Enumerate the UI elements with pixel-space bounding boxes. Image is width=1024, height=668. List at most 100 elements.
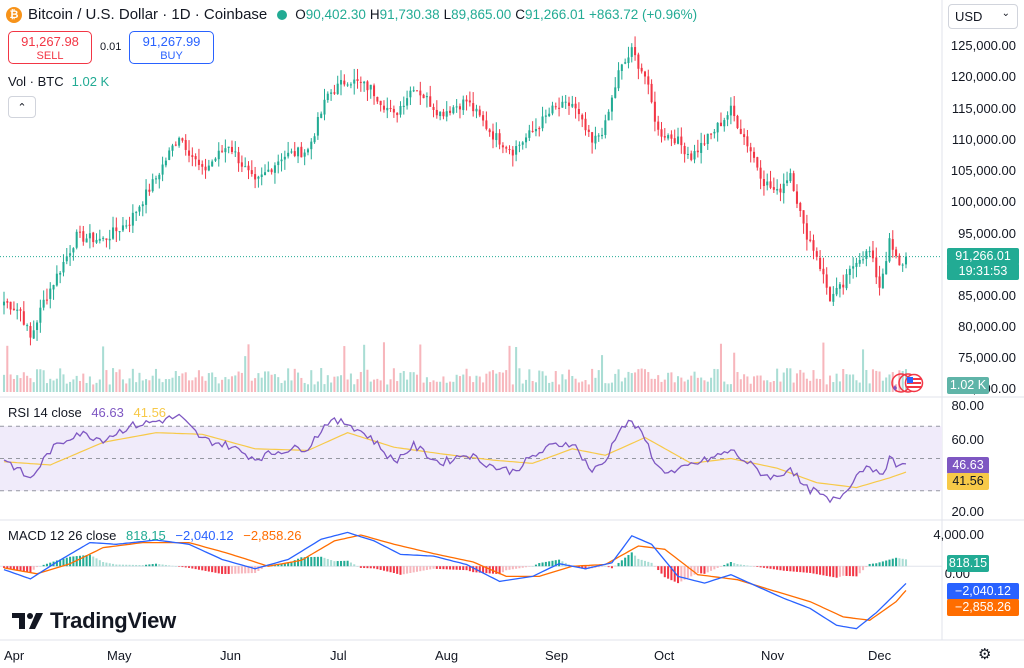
macd-histogram-bar: [88, 554, 91, 567]
volume-bar: [171, 377, 174, 392]
candle-body: [396, 112, 399, 116]
candle-body: [561, 101, 564, 108]
candle-body: [838, 284, 841, 289]
candle-body: [52, 285, 55, 290]
candle-body: [449, 110, 452, 113]
volume-bar: [809, 380, 812, 392]
macd-histogram-bar: [432, 566, 435, 569]
volume-bar: [373, 379, 376, 392]
price-axis-label: 95,000.00: [958, 226, 1016, 241]
symbol-title[interactable]: Bitcoin / U.S. Dollar · 1D · Coinbase: [28, 6, 268, 23]
volume-bar: [858, 382, 861, 392]
macd-histogram-bar: [752, 566, 756, 567]
price-change: +863.72 (+0.96%): [589, 7, 698, 22]
macd-histogram-bar: [415, 566, 419, 572]
candle-body: [439, 111, 442, 117]
candle-body: [49, 288, 52, 299]
candle-body: [518, 144, 521, 146]
volume-bar: [597, 370, 600, 392]
macd-histogram-bar: [158, 564, 161, 567]
volume-bar: [574, 378, 577, 392]
candle-body: [419, 90, 422, 96]
macd-histogram-bar: [283, 563, 286, 567]
volume-bar: [799, 369, 802, 392]
macd-histogram-bar: [534, 564, 537, 567]
candle-body: [515, 146, 518, 155]
currency-select[interactable]: USD ⌄: [948, 4, 1018, 29]
macd-histogram-bar: [306, 557, 309, 567]
macd-histogram-bar: [828, 566, 832, 577]
volume-bar: [273, 374, 276, 392]
volume-bar: [680, 377, 683, 392]
sell-button[interactable]: 91,267.98 SELL: [8, 31, 92, 64]
candle-body: [601, 134, 604, 137]
volume-bar: [548, 382, 551, 392]
symbol-legend[interactable]: ₿ Bitcoin / U.S. Dollar · 1D · Coinbase …: [6, 6, 701, 23]
volume-bar: [521, 383, 524, 392]
candle-body: [766, 181, 769, 186]
candle-body: [696, 150, 699, 153]
rsi-legend[interactable]: RSI 14 close 46.63 41.56: [8, 405, 166, 420]
macd-histogram-bar: [6, 566, 9, 569]
macd-histogram-bar: [485, 566, 488, 574]
volume-bar: [706, 381, 709, 392]
volume-bar: [257, 373, 260, 392]
candle-body: [72, 248, 75, 253]
volume-bar: [45, 383, 48, 392]
candle-body: [772, 187, 775, 190]
macd-histogram-bar: [346, 560, 349, 567]
volume-bar: [369, 381, 372, 392]
volume-bar: [138, 372, 141, 392]
candle-body: [871, 250, 874, 259]
macd-histogram-bar: [468, 566, 471, 572]
candle-body: [399, 106, 402, 115]
candle-body: [713, 131, 716, 134]
volume-bar: [250, 380, 253, 392]
macd-histogram-bar: [673, 566, 676, 582]
macd-histogram-bar: [465, 566, 468, 571]
macd-histogram-bar: [653, 566, 656, 567]
macd-histogram-bar: [108, 563, 111, 567]
macd-histogram-bar: [237, 566, 240, 574]
candle-body: [316, 117, 319, 136]
macd-histogram-bar: [736, 564, 739, 567]
volume-bar: [769, 382, 772, 392]
macd-histogram-bar: [667, 566, 670, 579]
candle-body: [59, 272, 62, 275]
volume-bar: [164, 379, 167, 392]
volume-bar: [690, 375, 693, 392]
candle-body: [878, 276, 881, 288]
buy-button[interactable]: 91,267.99 BUY: [129, 31, 214, 64]
volume-legend[interactable]: Vol · BTC 1.02 K: [8, 74, 109, 89]
candle-body: [82, 231, 85, 242]
candle-body: [521, 142, 524, 145]
macd-hist-value: 818.15: [126, 528, 166, 543]
collapse-legend-button[interactable]: ⌃: [8, 96, 36, 118]
settings-gear-icon[interactable]: ⚙: [978, 646, 992, 663]
candle-body: [729, 105, 732, 116]
macd-histogram-bar: [518, 566, 521, 569]
price-axis-label: 75,000.00: [958, 350, 1016, 365]
tradingview-logo[interactable]: TradingView: [12, 608, 176, 634]
candle-body: [326, 93, 329, 101]
us-flag-icon[interactable]: [890, 373, 924, 393]
macd-histogram-bar: [85, 555, 88, 567]
volume-bar: [42, 370, 45, 392]
macd-legend[interactable]: MACD 12 26 close 818.15 −2,040.12 −2,858…: [8, 528, 301, 543]
volume-bar: [786, 368, 789, 392]
candle-body: [62, 261, 65, 273]
candle-body: [121, 225, 124, 231]
candle-body: [898, 255, 901, 266]
macd-histogram-bar: [690, 566, 693, 577]
candle-body: [862, 259, 865, 261]
macd-histogram-bar: [78, 555, 82, 567]
macd-histogram-bar: [855, 566, 858, 577]
candle-body: [746, 136, 749, 147]
candle-body: [845, 274, 848, 289]
candle-body: [250, 170, 253, 174]
volume-bar: [178, 375, 181, 392]
candle-body: [9, 301, 12, 310]
candle-body: [472, 103, 475, 112]
candle-body: [425, 96, 428, 98]
